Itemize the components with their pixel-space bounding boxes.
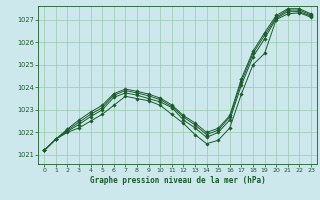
X-axis label: Graphe pression niveau de la mer (hPa): Graphe pression niveau de la mer (hPa) (90, 176, 266, 185)
